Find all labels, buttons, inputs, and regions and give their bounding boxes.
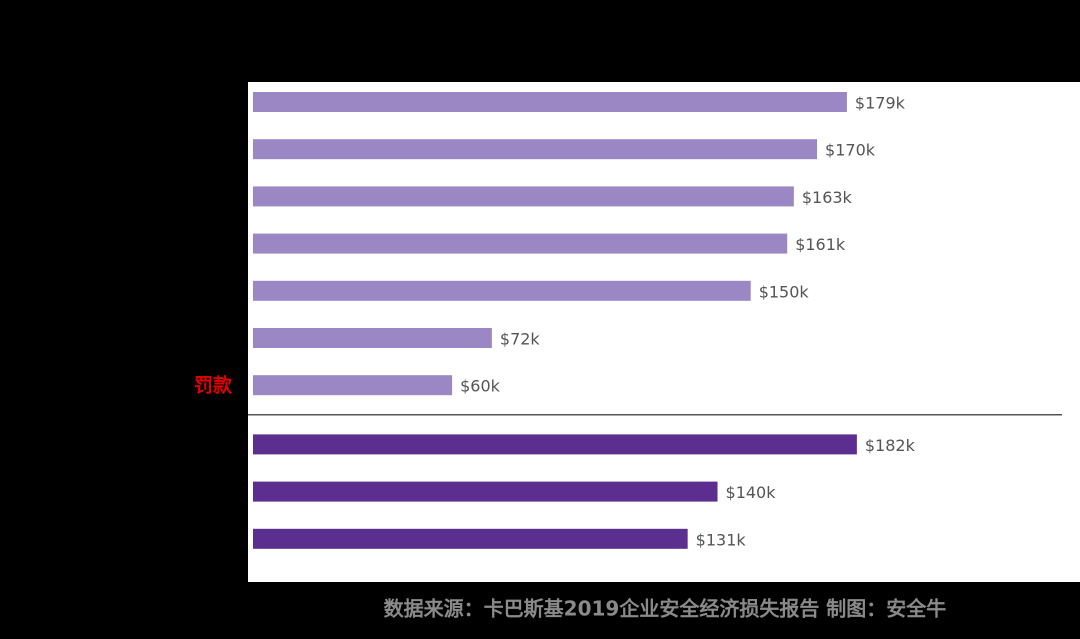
value-label: $60k	[460, 377, 501, 396]
value-label: $170k	[825, 141, 876, 160]
value-label: $179k	[855, 94, 906, 113]
value-label: $72k	[500, 330, 541, 349]
bar	[253, 92, 847, 112]
bar	[253, 375, 453, 396]
bar	[253, 186, 794, 207]
bar	[253, 481, 718, 502]
bar	[253, 280, 751, 301]
value-label: $131k	[696, 530, 747, 549]
bar	[253, 328, 492, 348]
value-label: $182k	[865, 436, 916, 455]
value-label: $161k	[795, 235, 846, 254]
bar	[253, 434, 857, 455]
value-label: $150k	[759, 282, 810, 301]
value-label: $163k	[802, 188, 853, 207]
category-label: 罚款	[194, 374, 233, 397]
bar	[253, 528, 688, 549]
bar	[253, 139, 818, 160]
value-label: $140k	[726, 483, 777, 502]
source-note: 数据来源：卡巴斯基2019企业安全经济损失报告 制图：安全牛	[384, 597, 947, 621]
bar	[253, 233, 788, 254]
